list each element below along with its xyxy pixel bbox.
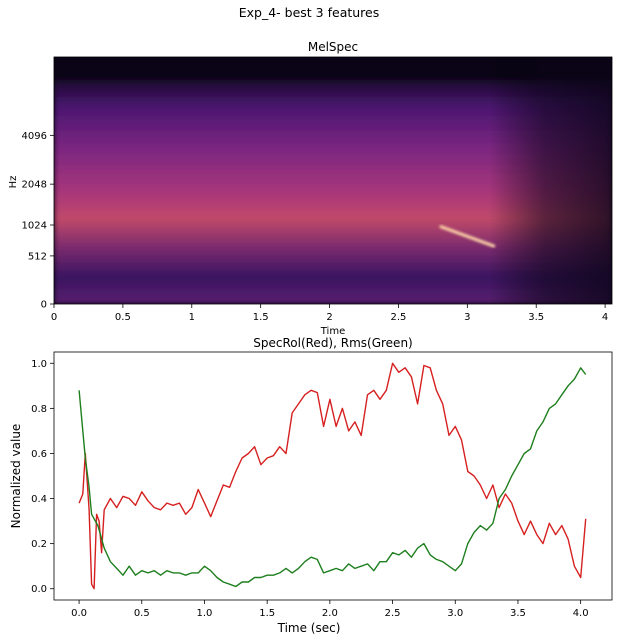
line-xtick-label: 2.5 (385, 608, 401, 619)
line-xtick-label: 2.0 (322, 608, 338, 619)
line-xtick-label: 4.0 (573, 608, 589, 619)
line-xtick-label: 3.5 (510, 608, 526, 619)
line-ytick-label: 0.8 (31, 404, 47, 415)
melspec-xtick-label: 4 (602, 312, 608, 323)
line-panel: SpecRol(Red), Rms(Green) 0.0 0.5 1.0 1.5 2.0… (9, 336, 613, 635)
melspec-xtick-label: 2 (326, 312, 332, 323)
specrol-series-line (78, 362, 587, 590)
figure-suptitle: Exp_4- best 3 features (239, 5, 380, 20)
melspec-ylabel: Hz (8, 176, 19, 189)
line-xtick-label: 3.0 (447, 608, 463, 619)
melspec-xtick-label: 0.5 (115, 312, 131, 323)
line-xtick-label: 0.5 (134, 608, 150, 619)
melspec-xtick-label: 3 (464, 312, 470, 323)
line-ytick-label: 0.4 (31, 494, 47, 505)
melspec-chirp (439, 224, 496, 248)
melspec-ytick-label: 0 (41, 300, 47, 311)
line-ytick-label: 0.0 (31, 584, 47, 595)
line-ylabel: Normalized value (9, 424, 23, 529)
melspec-ytick-label: 512 (28, 251, 47, 262)
line-title: SpecRol(Red), Rms(Green) (253, 336, 412, 350)
line-xtick-label: 1.5 (259, 608, 275, 619)
melspec-xtick-label: 1.5 (253, 312, 269, 323)
line-xtick-label: 1.0 (197, 608, 213, 619)
rms-series-line (78, 367, 587, 588)
line-frame (53, 351, 613, 601)
melspec-ytick-label: 2048 (22, 180, 47, 191)
line-ytick-label: 0.2 (31, 539, 47, 550)
melspec-image (54, 57, 612, 304)
line-ytick-label: 0.6 (31, 449, 47, 460)
melspec-title: MelSpec (308, 40, 358, 54)
line-ytick-label: 1.0 (31, 359, 47, 370)
line-xlabel: Time (sec) (277, 621, 341, 635)
melspec-ytick-label: 1024 (22, 221, 47, 232)
melspec-xlabel: Time (320, 326, 345, 337)
melspec-panel: MelSpec 0 0.5 1 1.5 2 2.5 3 3.5 4 0 512 1024 2048 409… (8, 40, 613, 337)
melspec-xtick-label: 1 (189, 312, 195, 323)
melspec-xtick-label: 0 (51, 312, 57, 323)
melspec-xtick-label: 2.5 (390, 312, 406, 323)
melspec-xtick-label: 3.5 (528, 312, 544, 323)
melspec-frame (53, 56, 613, 305)
melspec-ytick-label: 4096 (22, 131, 47, 142)
line-xtick-label: 0.0 (71, 608, 87, 619)
